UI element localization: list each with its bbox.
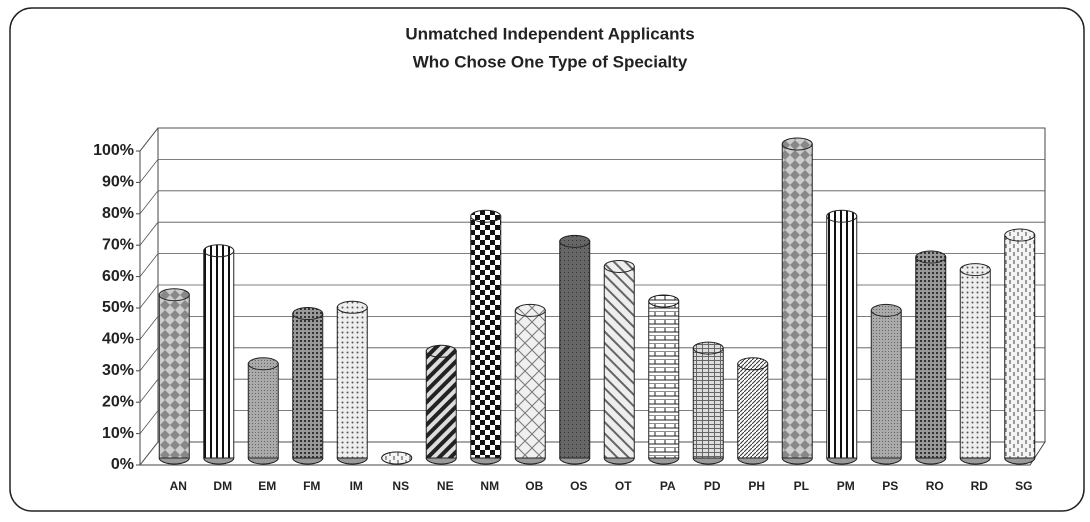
bar [514, 309, 546, 459]
bar [336, 306, 368, 459]
x-tick-label: OS [570, 479, 587, 493]
x-tick-label: NM [480, 479, 499, 493]
bar-top [158, 288, 190, 302]
y-tick-label: 0% [111, 456, 134, 473]
bar [559, 240, 591, 459]
grid-line [139, 347, 1045, 372]
grid-line [139, 190, 1045, 215]
bar-top [292, 307, 324, 321]
x-tick-label: SG [1015, 479, 1032, 493]
bar [247, 363, 279, 459]
bar-top [1004, 228, 1036, 242]
bar-top [648, 294, 680, 308]
y-tick-label: 20% [102, 393, 134, 410]
bar [603, 265, 635, 459]
bar [648, 300, 680, 459]
bar-top [514, 303, 546, 317]
bar [470, 215, 502, 459]
y-tick-label: 40% [102, 331, 134, 348]
x-tick-label: NS [392, 479, 409, 493]
bar-top [826, 209, 858, 223]
bar [959, 269, 991, 459]
bar-top [603, 259, 635, 273]
bar [826, 215, 858, 459]
grid-line [139, 284, 1045, 309]
x-tick-label: OB [525, 479, 543, 493]
y-tick-label: 60% [102, 268, 134, 285]
x-tick-label: PM [837, 479, 855, 493]
x-tick-label: PA [660, 479, 676, 493]
bar [737, 363, 769, 459]
bar-top [336, 300, 368, 314]
grid-line [139, 221, 1045, 246]
bar-top [425, 344, 457, 358]
x-tick-label: IM [350, 479, 363, 493]
bar-top [781, 137, 813, 151]
bar-top [692, 341, 724, 355]
x-tick-label: PL [794, 479, 809, 493]
bar [781, 143, 813, 459]
y-tick-label: 100% [93, 142, 134, 159]
frame [9, 7, 1085, 512]
bar [203, 250, 235, 459]
x-tick-label: FM [303, 479, 320, 493]
grid-line [139, 253, 1045, 277]
x-tick-label: DM [213, 479, 232, 493]
chart-title: Unmatched Independent Applicants [405, 24, 694, 43]
x-tick-label: RD [971, 479, 989, 493]
grid-line [139, 159, 1045, 183]
bar [692, 347, 724, 459]
bar-top [247, 357, 279, 371]
bar-top [381, 451, 413, 465]
bar [292, 313, 324, 459]
x-tick-label: OT [615, 479, 632, 493]
chart-subtitle: Who Chose One Type of Specialty [413, 52, 688, 71]
x-tick-label: PH [748, 479, 765, 493]
y-tick-label: 80% [102, 205, 134, 222]
x-tick-label: RO [926, 479, 944, 493]
bar-top [959, 263, 991, 277]
bar-top [915, 250, 947, 264]
y-tick-label: 90% [102, 174, 134, 191]
bar-top [203, 244, 235, 258]
bar [158, 294, 190, 459]
y-tick-label: 10% [102, 425, 134, 442]
bar [1004, 234, 1036, 459]
y-tick-label: 70% [102, 236, 134, 253]
bar [870, 309, 902, 459]
bar-top [559, 234, 591, 248]
x-tick-label: EM [258, 479, 276, 493]
grid-line [139, 316, 1045, 340]
bar [425, 350, 457, 459]
bar-top [737, 357, 769, 371]
bar [915, 256, 947, 459]
y-tick-label: 50% [102, 299, 134, 316]
x-tick-label: PD [704, 479, 721, 493]
x-tick-label: NE [437, 479, 454, 493]
grid-line [139, 127, 1045, 152]
x-tick-label: PS [882, 479, 898, 493]
bar-top [870, 303, 902, 317]
bar-top [470, 209, 502, 223]
y-tick-label: 30% [102, 362, 134, 379]
x-tick-label: AN [170, 479, 187, 493]
